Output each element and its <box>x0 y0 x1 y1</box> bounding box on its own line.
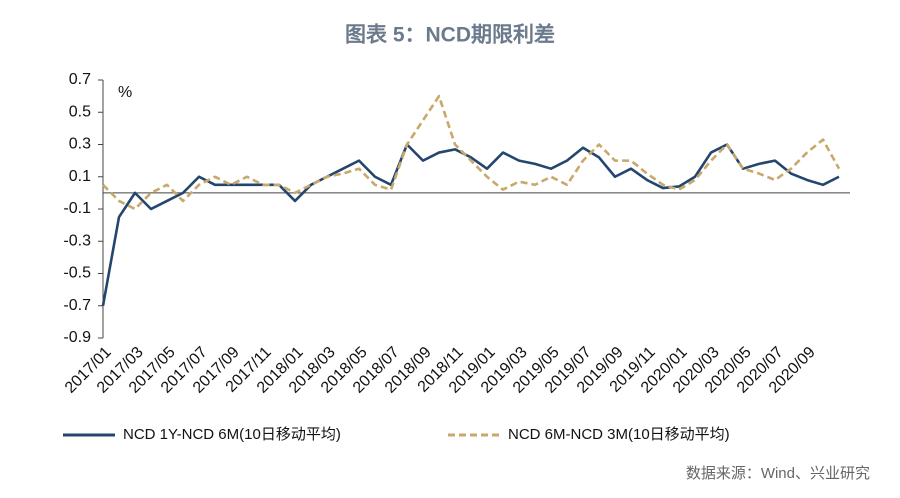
series-line <box>102 94 841 211</box>
y-tick-label: -0.5 <box>63 265 91 282</box>
series-line <box>101 143 840 306</box>
y-unit: % <box>118 84 132 101</box>
y-tick-label: 0.5 <box>69 103 91 120</box>
legend-label: NCD 6M-NCD 3M(10日移动平均) <box>508 426 730 443</box>
legend-label: NCD 1Y-NCD 6M(10日移动平均) <box>123 426 341 443</box>
y-tick-label: -0.3 <box>63 232 91 249</box>
y-tick-label: -0.7 <box>63 297 91 314</box>
y-tick-label: -0.9 <box>63 329 91 346</box>
chart-title: 图表 5：NCD期限利差 <box>345 23 555 47</box>
y-tick-label: -0.1 <box>63 200 91 217</box>
y-tick-label: 0.7 <box>69 71 91 88</box>
y-tick-label: 0.1 <box>69 168 91 185</box>
y-tick-label: 0.3 <box>69 136 91 153</box>
source: 数据来源：Wind、兴业研究 <box>686 465 870 482</box>
